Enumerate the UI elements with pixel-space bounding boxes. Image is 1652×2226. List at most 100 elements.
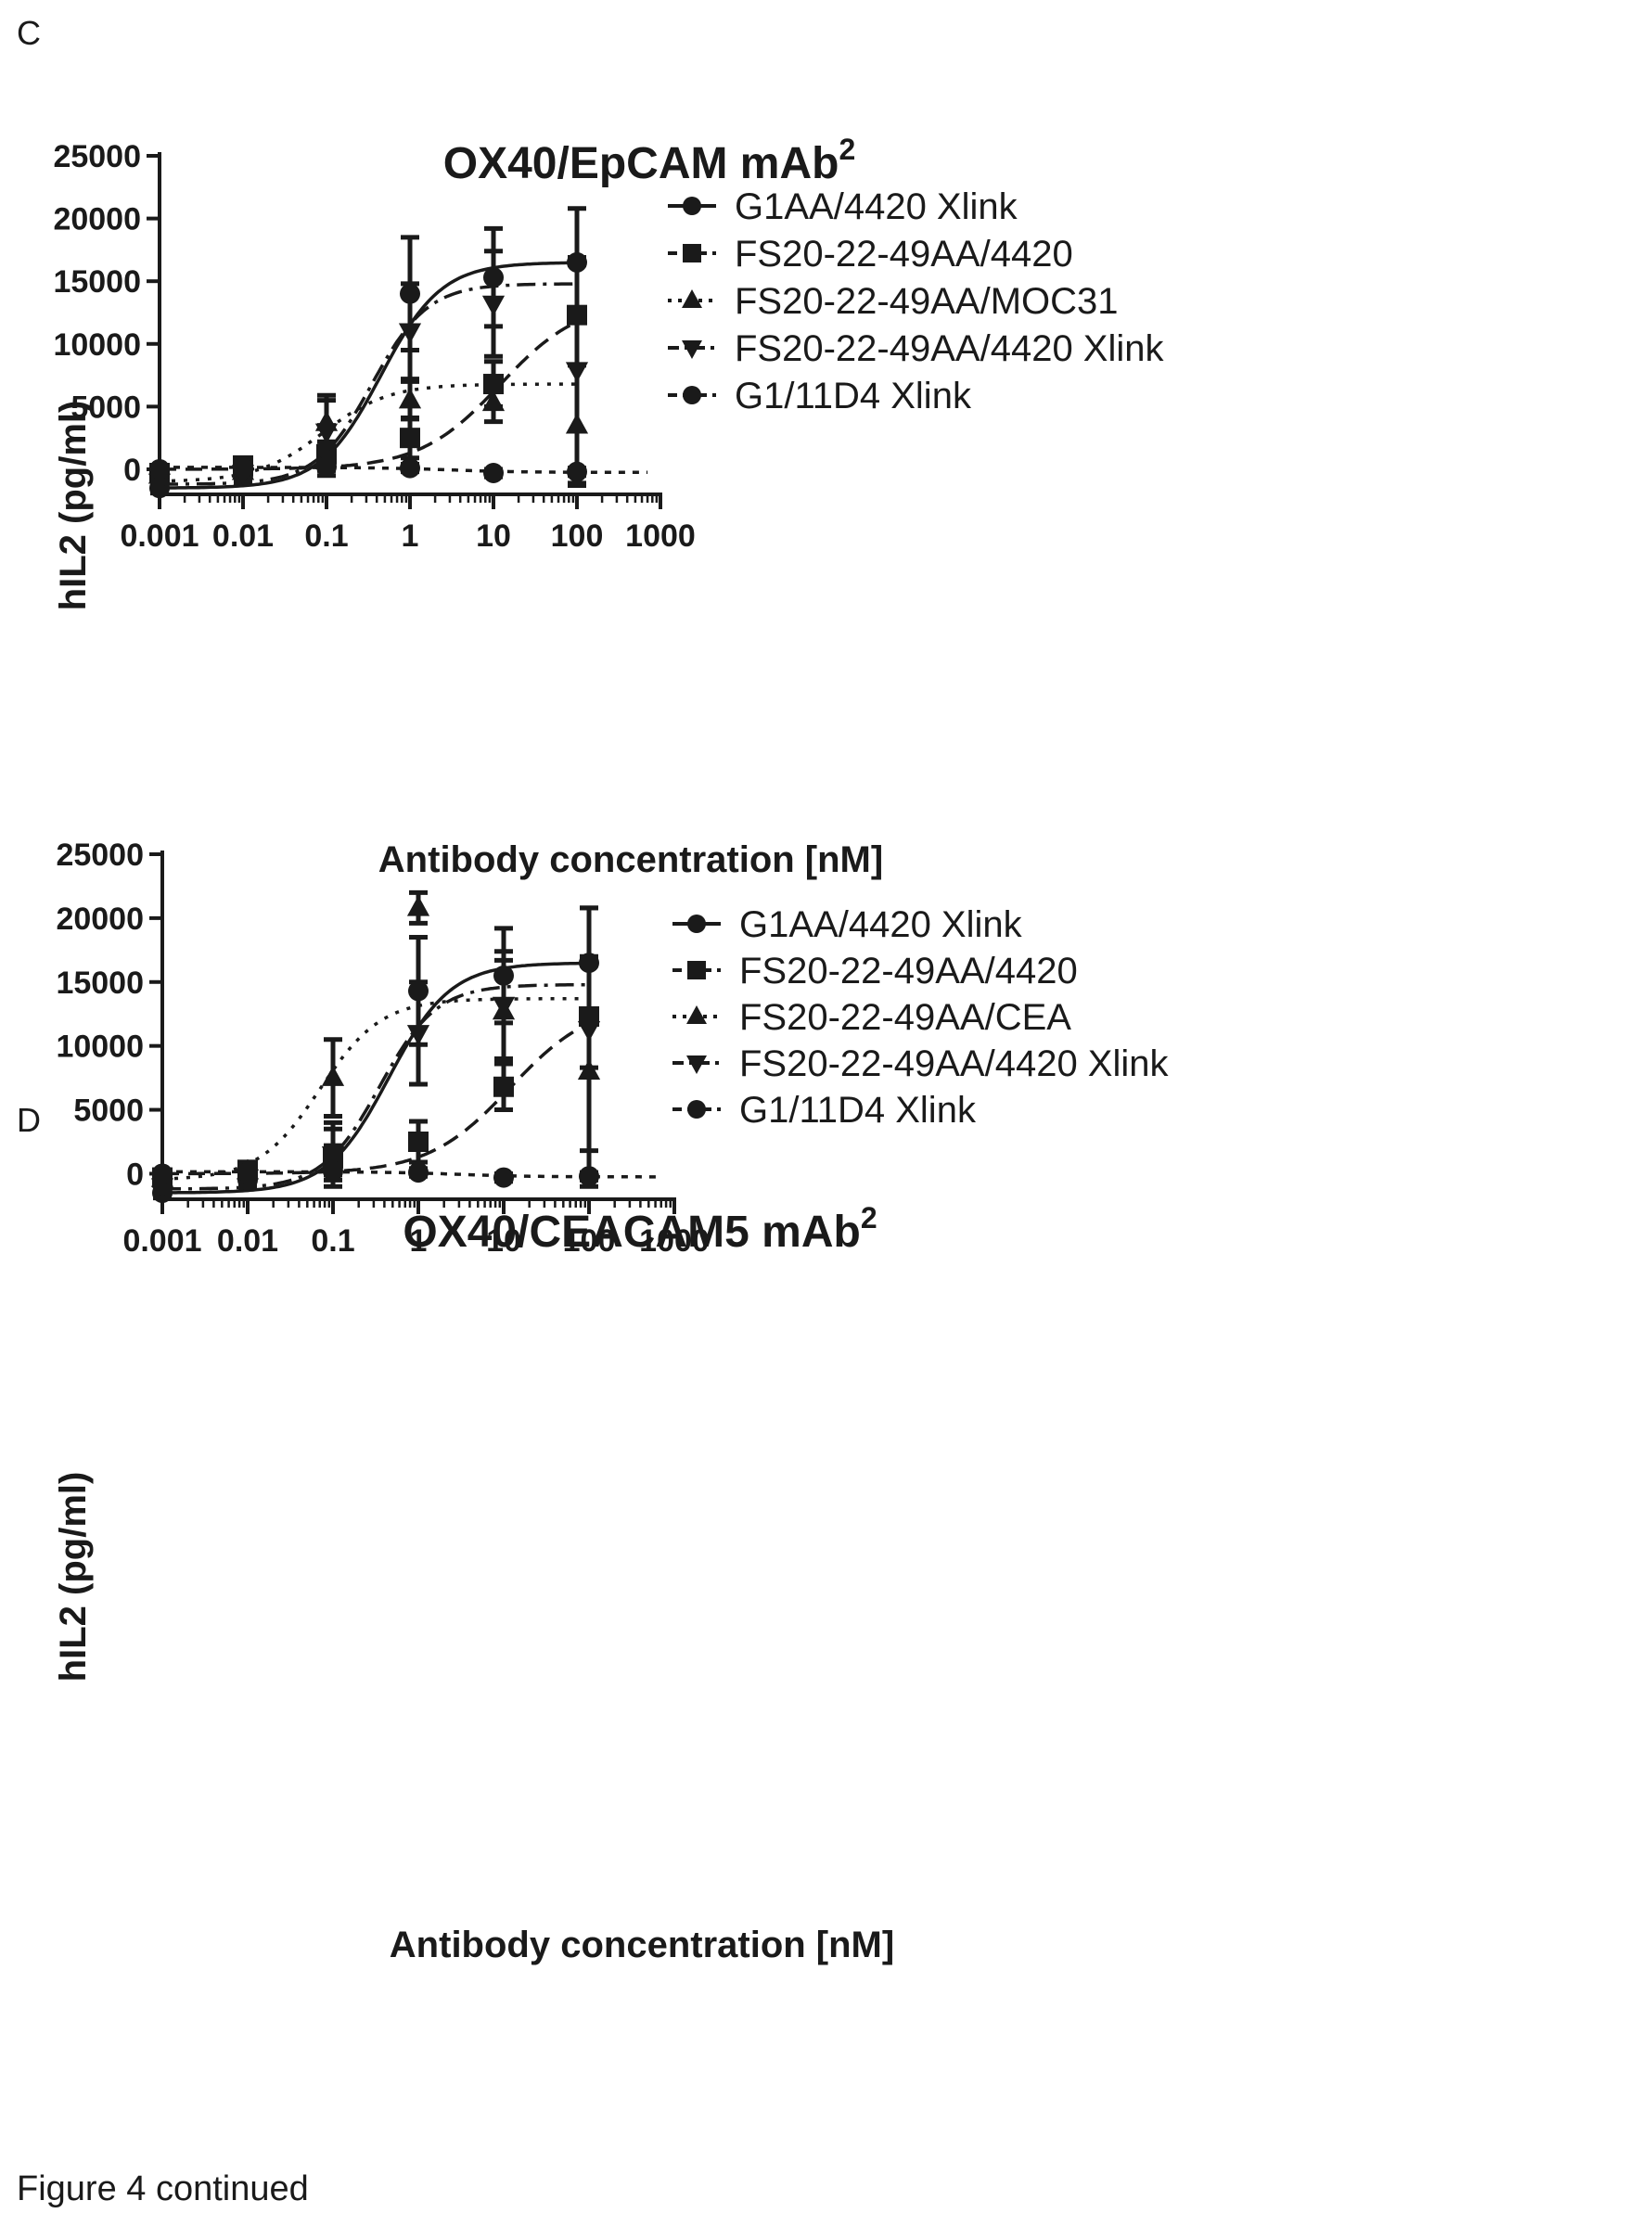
data-point (314, 423, 339, 444)
x-tick-label: 0.01 (212, 518, 274, 554)
data-point (237, 1162, 258, 1183)
y-axis-label: hIL2 (pg/ml) (53, 1472, 94, 1682)
x-tick-label: 0.1 (311, 1223, 354, 1259)
legend-marker (683, 197, 701, 215)
data-point (483, 463, 504, 484)
x-tick-label: 1000 (639, 1223, 710, 1259)
data-point (398, 388, 422, 409)
data-point (147, 473, 172, 494)
chart-title: OX40/EpCAM mAb2 (443, 133, 856, 188)
series-5 (152, 1160, 661, 1188)
axes: 0 5000 10000 15000 20000 25000 0.001 0.01 0.1 1 10… (56, 838, 709, 1259)
legend-label: G1AA/4420 Xlink (735, 186, 1018, 227)
series-1 (152, 905, 599, 1204)
x-tick-label: 0.01 (217, 1223, 278, 1259)
legend-marker (687, 961, 706, 979)
data-point (492, 996, 516, 1017)
legend-marker (682, 340, 702, 359)
legend-marker (682, 289, 702, 308)
fit-curve (162, 1021, 590, 1176)
y-tick-label: 15000 (53, 264, 141, 300)
legend-marker (686, 1005, 707, 1024)
y-tick-label: 20000 (53, 202, 141, 237)
legend-label: G1/11D4 Xlink (739, 1090, 977, 1131)
panel-letter: D (17, 1101, 41, 1139)
chart-panel-c: C OX40/EpCAM mAb2 Antibody concentration… (17, 14, 1165, 880)
legend-entry: FS20-22-49AA/4420 Xlink (672, 1043, 1170, 1084)
y-tick-label: 25000 (53, 139, 141, 174)
data-point (565, 362, 589, 383)
fit-curve (160, 320, 578, 471)
data-point (400, 428, 420, 449)
data-point (493, 1076, 514, 1097)
data-point (321, 1065, 345, 1086)
data-point (233, 457, 253, 479)
legend-label: G1/11D4 Xlink (735, 376, 972, 416)
figure-caption: Figure 4 continued (17, 2169, 309, 2208)
chart-panel-d: D OX40/CEACAM5 mAb2 Antibody concentrati… (17, 838, 1170, 1965)
series-2 (152, 963, 599, 1188)
y-tick-label: 0 (123, 453, 141, 488)
data-point (398, 323, 422, 344)
data-point (577, 1020, 601, 1042)
data-point (152, 1163, 173, 1184)
series-layer (150, 889, 661, 1204)
legend-entry: FS20-22-49AA/4420 Xlink (668, 328, 1165, 369)
y-axis-label: hIL2 (pg/ml) (53, 401, 94, 611)
fit-curve (160, 261, 577, 490)
legend: G1AA/4420 Xlink FS20-22-49AA/4420 FS20-22-… (668, 186, 1165, 416)
data-point (406, 1025, 430, 1046)
legend-label: FS20-22-49AA/4420 (735, 234, 1073, 275)
legend-marker (687, 1100, 706, 1119)
series-3 (150, 889, 601, 1189)
series-5 (149, 456, 648, 484)
legend-label: FS20-22-49AA/CEA (739, 997, 1071, 1038)
fit-curve (160, 466, 648, 475)
x-tick-label: 1 (402, 518, 419, 554)
fit-curve (161, 996, 589, 1181)
x-axis-label: Antibody concentration [nM] (390, 1925, 894, 1965)
x-tick-label: 0.001 (120, 518, 198, 554)
legend-entry: G1/11D4 Xlink (668, 376, 972, 416)
data-point (567, 461, 587, 482)
legend: G1AA/4420 Xlink FS20-22-49AA/4420 FS20-22-… (672, 904, 1170, 1131)
y-tick-label: 25000 (56, 838, 144, 873)
y-tick-label: 5000 (73, 1094, 144, 1129)
fit-curve (162, 982, 589, 1191)
data-point (406, 895, 430, 916)
data-point (481, 390, 506, 412)
data-point (408, 1162, 429, 1183)
y-tick-label: 15000 (56, 966, 144, 1001)
data-point (149, 458, 170, 480)
x-tick-label: 0.001 (122, 1223, 201, 1259)
data-point (400, 457, 420, 479)
series-1 (149, 206, 587, 499)
x-tick-label: 0.1 (304, 518, 348, 554)
legend-label: G1AA/4420 Xlink (739, 904, 1023, 945)
data-point (579, 1166, 599, 1187)
data-point (408, 1132, 429, 1152)
x-tick-label: 10 (476, 518, 511, 554)
series-4 (150, 905, 601, 1199)
panel-letter: C (17, 14, 41, 52)
x-tick-label: 1000 (625, 518, 696, 554)
data-point (321, 1145, 345, 1167)
data-point (150, 1178, 174, 1199)
legend-entry: G1AA/4420 Xlink (668, 186, 1018, 227)
series-layer (147, 206, 648, 499)
legend-label: FS20-22-49AA/4420 (739, 951, 1078, 991)
data-point (323, 1160, 343, 1182)
legend-entry: G1/11D4 Xlink (672, 1090, 977, 1131)
legend-marker (687, 915, 706, 933)
legend-entry: FS20-22-49AA/CEA (672, 997, 1071, 1038)
legend-entry: G1AA/4420 Xlink (672, 904, 1023, 945)
x-tick-label: 1 (410, 1223, 428, 1259)
legend-marker (683, 386, 701, 404)
legend-entry: FS20-22-49AA/MOC31 (668, 281, 1119, 322)
x-tick-label: 100 (551, 518, 604, 554)
series-2 (149, 262, 587, 484)
legend-entry: FS20-22-49AA/4420 (668, 234, 1073, 275)
data-point (481, 295, 506, 316)
legend-marker (686, 1055, 707, 1074)
